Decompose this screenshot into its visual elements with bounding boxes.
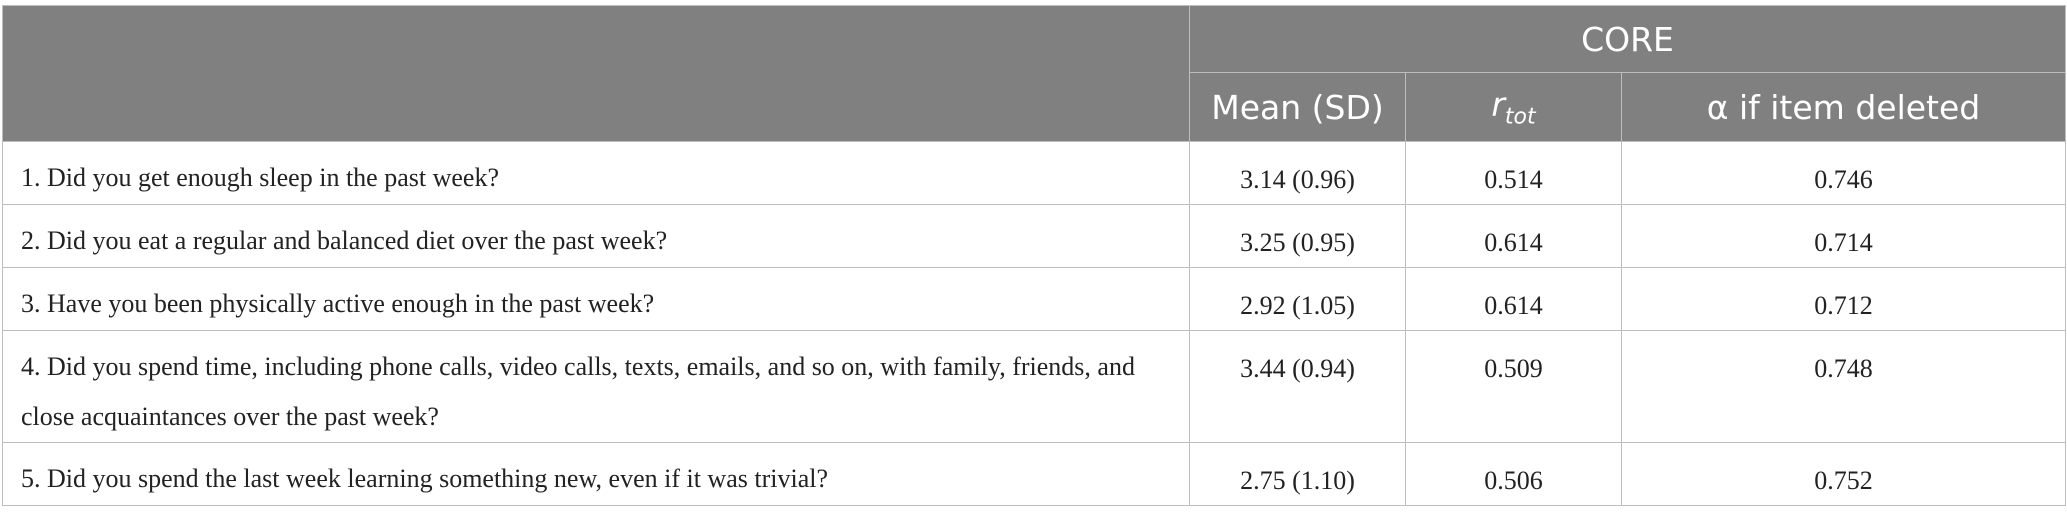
table-body: 1. Did you get enough sleep in the past … [2,141,2066,506]
value-cell: 0.509 [1405,330,1622,443]
value-cell: 2.75 (1.10) [1189,442,1406,506]
value-cell: 0.514 [1405,141,1622,205]
header-row: CORE [2,5,2066,142]
value-cell: 0.752 [1621,442,2066,506]
question-cell: 4. Did you spend time, including phone c… [2,330,1190,443]
group-header: CORE [1189,5,2066,73]
table-row: 4. Did you spend time, including phone c… [2,330,2066,443]
header-row: Mean (SD) rtot α if item deleted [3,72,2066,142]
table-row: 1. Did you get enough sleep in the past … [2,141,2066,205]
value-cell: 2.92 (1.05) [1189,267,1406,331]
question-cell: 5. Did you spend the last week learning … [2,442,1190,506]
value-cell: 3.44 (0.94) [1189,330,1406,443]
empty-header [2,5,1190,142]
table-row: 2. Did you eat a regular and balanced di… [2,204,2066,268]
header-subscript: tot [1504,104,1536,130]
value-cell: 0.712 [1621,267,2066,331]
value-cell: 0.748 [1621,330,2066,443]
header-symbol: r [1491,84,1505,124]
table-row: 3. Have you been physically active enoug… [2,267,2066,331]
value-cell: 0.614 [1405,204,1622,268]
value-cell: 0.506 [1405,442,1622,506]
column-header: α if item deleted [1621,72,2066,142]
question-cell: 3. Have you been physically active enoug… [2,267,1190,331]
question-cell: 2. Did you eat a regular and balanced di… [2,204,1190,268]
value-cell: 0.714 [1621,204,2066,268]
question-cell: 1. Did you get enough sleep in the past … [2,141,1190,205]
data-table: CORE Mean (SD) rtot α if item deleted 1.… [2,5,2066,506]
value-cell: 3.25 (0.95) [1189,204,1406,268]
value-cell: 0.614 [1405,267,1622,331]
column-header: rtot [1405,72,1622,142]
value-cell: 3.14 (0.96) [1189,141,1406,205]
column-header: Mean (SD) [1189,72,1406,142]
table-row: 5. Did you spend the last week learning … [2,442,2066,506]
value-cell: 0.746 [1621,141,2066,205]
